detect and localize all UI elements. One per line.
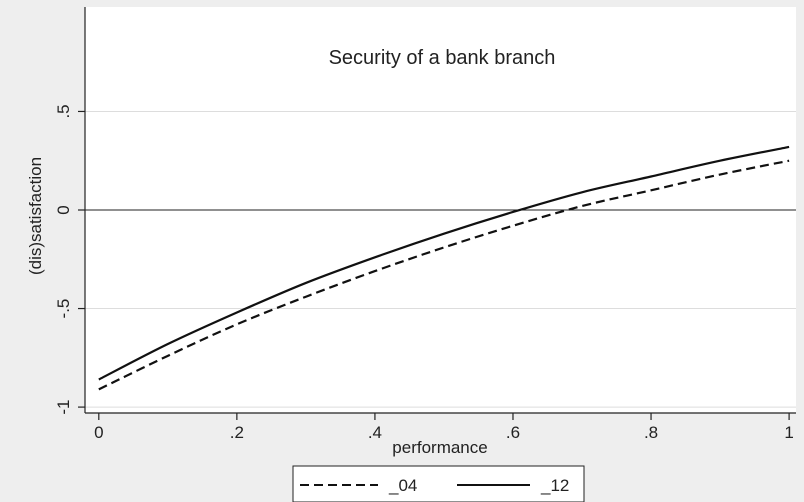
legend-label-12: _12 [540,476,569,495]
x-tick-label: .8 [644,423,658,442]
legend-label-04: _04 [388,476,417,495]
x-axis-label: performance [392,438,487,457]
series-line-12 [98,145,790,381]
y-tick-label: .5 [54,104,73,118]
x-tick-label: 0 [94,423,103,442]
x-tick-label: 1 [784,423,793,442]
y-axis-label: (dis)satisfaction [26,157,45,275]
y-ticks: -1 -.5 0 .5 [54,104,85,415]
grid-lines [85,110,796,408]
x-tick-label: .4 [368,423,382,442]
series-line-04 [98,159,790,391]
x-tick-label: .2 [230,423,244,442]
legend-box [292,465,585,502]
x-tick-label: .6 [506,423,520,442]
y-tick-label: -.5 [54,299,73,319]
y-tick-label: 0 [54,205,73,214]
x-ticks: 0 .2 .4 .6 .8 1 [94,413,794,442]
y-tick-label: -1 [54,400,73,415]
legend: _04 _12 [292,465,585,502]
chart-title: Security of a bank branch [329,47,556,69]
series-lines [98,145,790,391]
